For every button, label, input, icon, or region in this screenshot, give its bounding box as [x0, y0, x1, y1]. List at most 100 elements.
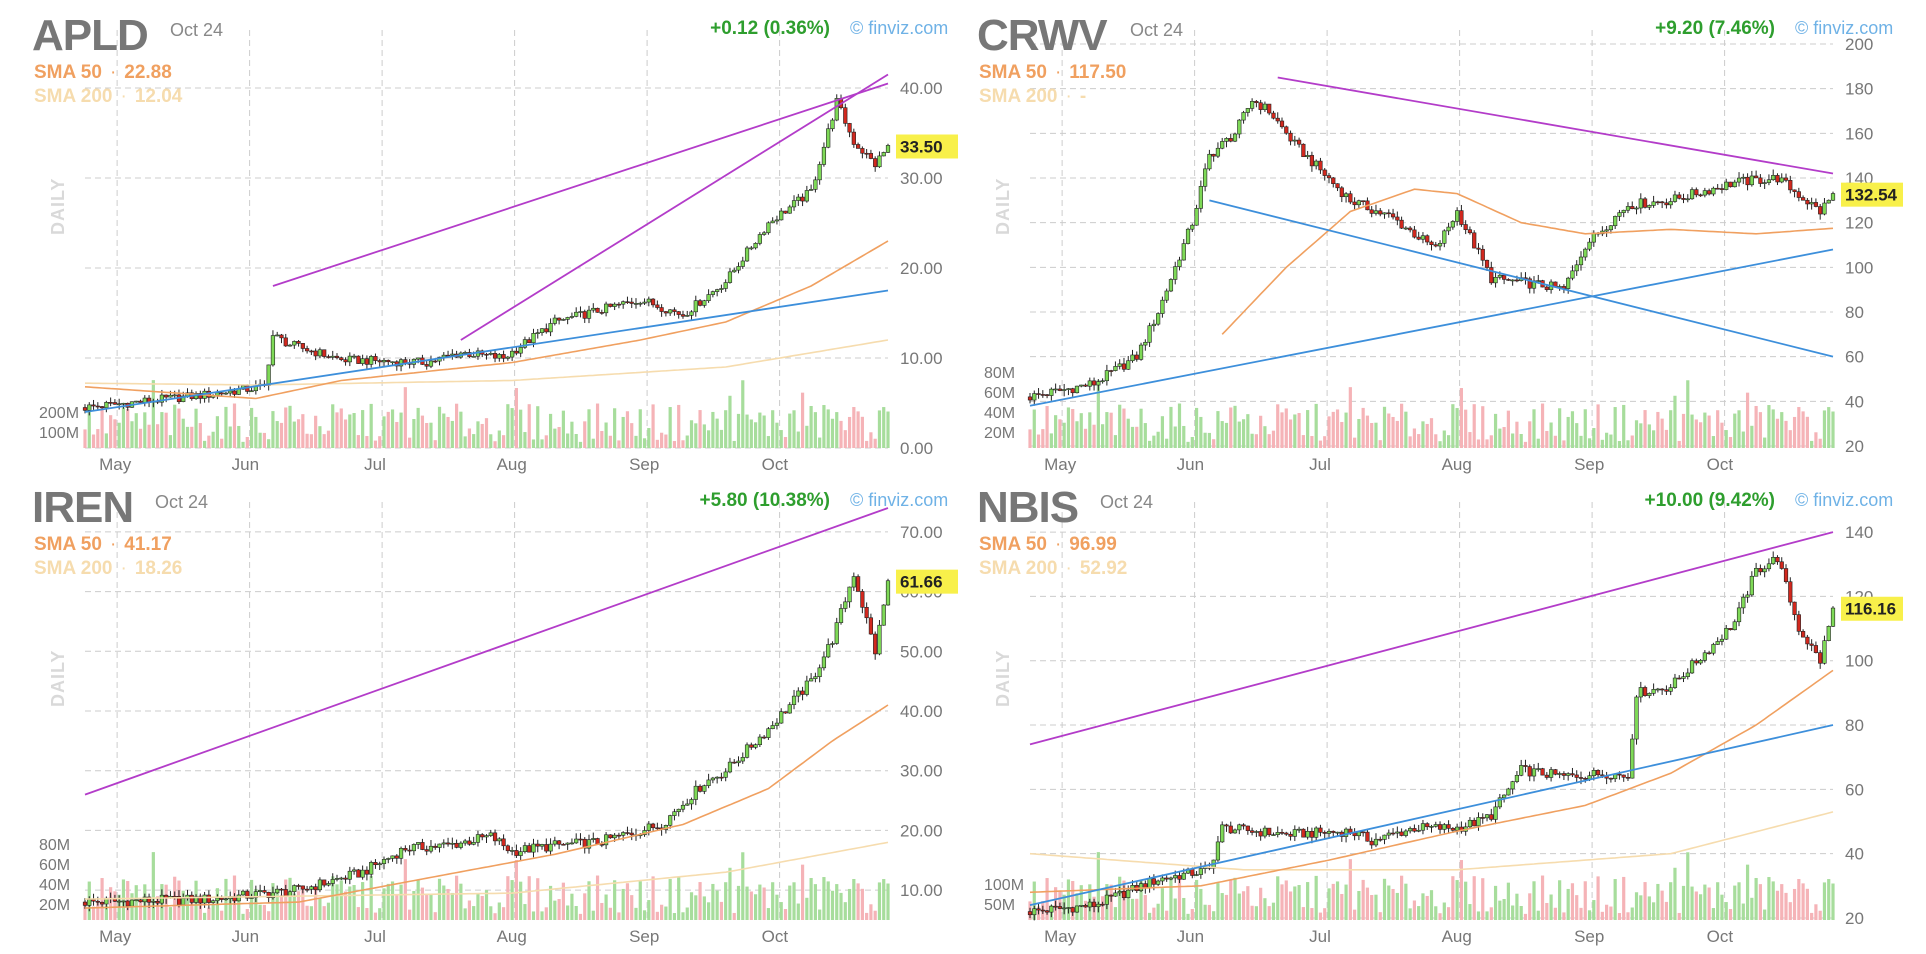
- volume-bar: [775, 422, 779, 448]
- candle-body: [1339, 187, 1344, 198]
- chart-date: Oct 24: [155, 492, 209, 512]
- candle-body: [1450, 221, 1455, 228]
- volume-bar: [1643, 882, 1647, 920]
- candle-body: [1467, 819, 1473, 828]
- candle-body: [527, 845, 532, 853]
- volume-bar: [839, 420, 843, 448]
- volume-bar: [1237, 421, 1241, 448]
- volume-bar: [1634, 420, 1639, 448]
- candle-body: [702, 785, 707, 792]
- candle-body: [1399, 831, 1404, 836]
- volume-bar: [1784, 892, 1788, 920]
- candle-body: [843, 601, 848, 609]
- candle-body: [633, 303, 639, 305]
- volume-bar: [1391, 416, 1395, 448]
- candle-body: [1493, 806, 1498, 820]
- candle-body: [621, 832, 626, 836]
- candle-body: [1818, 206, 1823, 215]
- volume-bar: [1101, 896, 1105, 920]
- candle-body: [1267, 103, 1272, 114]
- volume-bar: [1177, 875, 1182, 920]
- volume-bar: [1540, 875, 1545, 920]
- volume-bar: [1558, 880, 1562, 920]
- candle-body: [826, 128, 831, 148]
- x-tick-label: May: [1044, 455, 1077, 474]
- volume-bar: [1814, 432, 1818, 448]
- volume-bar: [1703, 884, 1707, 920]
- candle-body: [1779, 561, 1784, 569]
- volume-bar: [348, 414, 352, 448]
- candle-body: [1771, 175, 1776, 181]
- candle-body: [1044, 394, 1050, 396]
- volume-bar: [96, 901, 100, 920]
- volume-bar: [600, 902, 604, 920]
- candle-body: [1591, 770, 1596, 777]
- x-tick-label: Oct: [762, 927, 789, 946]
- candle-body: [685, 315, 690, 317]
- candle-body: [1408, 828, 1413, 832]
- candle-body: [360, 358, 365, 364]
- volume-bar: [1314, 403, 1318, 448]
- volume-bar: [1515, 893, 1519, 920]
- candle-body: [1245, 108, 1250, 113]
- volume-bar: [1707, 415, 1711, 448]
- volume-bar: [617, 912, 621, 920]
- volume-bar: [335, 412, 339, 448]
- volume-bar: [531, 911, 536, 920]
- volume-bar: [254, 416, 258, 448]
- candle-body: [1728, 628, 1733, 631]
- candle-body: [1715, 641, 1720, 645]
- candle-body: [1326, 830, 1332, 834]
- volume-bar: [215, 416, 220, 448]
- candle-body: [557, 317, 562, 321]
- ticker-symbol: CRWV: [977, 11, 1108, 60]
- candle-body: [228, 390, 233, 394]
- y-tick-label: 20: [1845, 437, 1864, 456]
- y-tick-label: 40.00: [900, 79, 943, 98]
- volume-bar: [638, 881, 642, 920]
- volume-bar: [408, 437, 412, 448]
- volume-bar: [788, 413, 792, 448]
- chart-date: Oct 24: [1130, 20, 1184, 40]
- volume-bar: [634, 907, 638, 920]
- finviz-link[interactable]: © finviz.com: [850, 18, 949, 38]
- x-tick-label: Aug: [1442, 927, 1472, 946]
- candle-body: [881, 604, 886, 626]
- sma-separator: ·: [1054, 534, 1062, 555]
- candle-body: [142, 896, 147, 903]
- volume-bar: [1506, 882, 1510, 920]
- candle-body: [668, 815, 673, 826]
- volume-bar: [390, 409, 395, 448]
- finviz-link[interactable]: © finviz.com: [850, 490, 949, 510]
- candle-body: [501, 838, 506, 847]
- x-tick-label: Sep: [1574, 455, 1604, 474]
- volume-bar: [1267, 434, 1271, 448]
- volume-bar: [284, 407, 288, 448]
- volume-bar: [1105, 412, 1109, 448]
- candle-body: [1792, 601, 1797, 615]
- volume-bar: [1724, 430, 1728, 448]
- candle-body: [1651, 201, 1656, 206]
- volume-bar: [373, 912, 378, 920]
- candle-body: [403, 848, 408, 851]
- candle-body: [351, 355, 357, 358]
- volume-bar: [1472, 876, 1476, 920]
- candle-body: [151, 901, 156, 903]
- candle-body: [1783, 177, 1789, 181]
- candle-body: [1121, 891, 1127, 899]
- finviz-link[interactable]: © finviz.com: [1795, 18, 1894, 38]
- candle-body: [347, 870, 352, 880]
- x-tick-label: Aug: [1442, 455, 1472, 474]
- candle-body: [1651, 689, 1656, 694]
- candle-body: [1237, 119, 1242, 135]
- candle-body: [1561, 773, 1567, 776]
- candle-body: [1254, 101, 1259, 104]
- volume-bar: [279, 422, 284, 448]
- finviz-link[interactable]: © finviz.com: [1795, 490, 1894, 510]
- candle-body: [1467, 229, 1473, 234]
- volume-bar: [1306, 410, 1310, 448]
- candle-body: [1138, 344, 1144, 360]
- candle-body: [407, 849, 412, 852]
- volume-bar: [1122, 408, 1126, 448]
- volume-bar: [412, 890, 416, 920]
